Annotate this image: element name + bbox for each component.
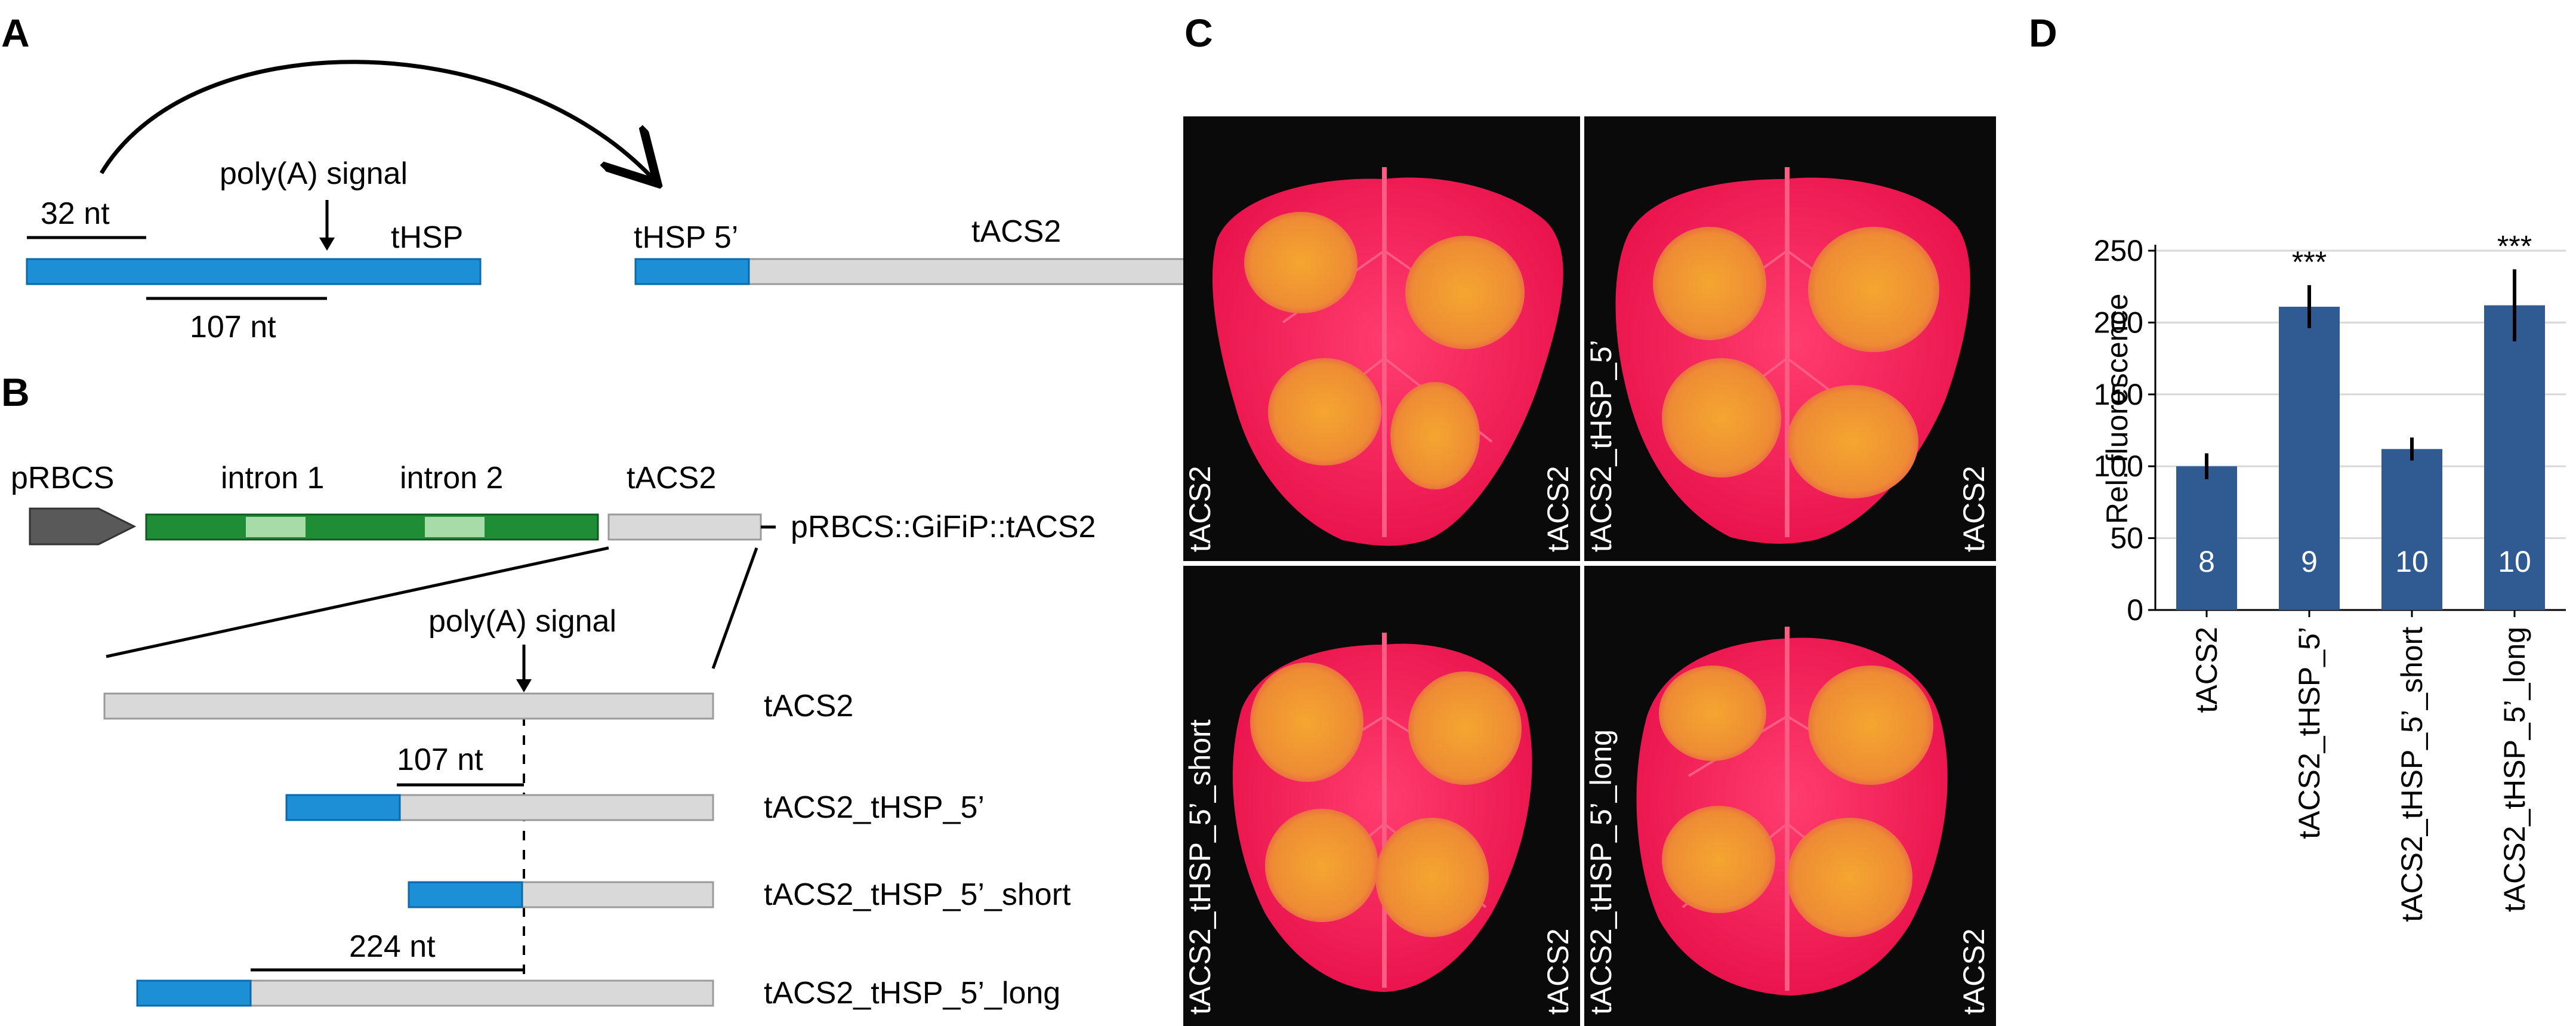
panel-c-letter: C: [1184, 11, 1213, 55]
row4-label: tACS2_tHSP_5’_long: [764, 976, 1060, 1010]
panel-d: D Rel. fluorescence 0 50 100 150 200 250 8 tACS…: [2029, 11, 2566, 922]
leaf-photo-2: tACS2_tHSP_5’ tACS2: [1584, 116, 1996, 561]
infiltration-spot: [1408, 671, 1522, 785]
tacs2-bar-b: [607, 513, 762, 541]
panel-c: C tACS2 tACS2: [1183, 11, 1996, 1026]
tacs2-label-a: tACS2: [971, 214, 1061, 249]
bar-chart: 0 50 100 150 200 250 8 tACS2 9 *** tACS2_tHSP_5’ 10…: [2094, 229, 2566, 922]
leaf-label-right: tACS2: [1541, 466, 1575, 552]
panel-b-letter: B: [1, 370, 30, 414]
length-107nt-label-a: 107 nt: [190, 310, 276, 344]
n-label: 9: [2301, 545, 2318, 578]
bar: [2381, 449, 2442, 610]
intron2-label: intron 2: [400, 461, 503, 495]
leaf-label-left: tACS2_tHSP_5’_long: [1584, 729, 1618, 1015]
bar: [2279, 306, 2340, 610]
zoom-line-left: [106, 546, 609, 658]
infiltration-spot: [1787, 385, 1918, 498]
leaf-photo-1: tACS2 tACS2: [1183, 116, 1580, 561]
leaf-photo-4: tACS2_tHSP_5’_long tACS2: [1584, 566, 1996, 1026]
tacs2-label-b: tACS2: [627, 461, 716, 495]
intron2-box: [425, 517, 485, 537]
zoom-line-right: [711, 547, 758, 669]
x-tick-label: tACS2_tHSP_5’_short: [2395, 627, 2429, 922]
thsp5-bar-blue-a: [634, 258, 750, 285]
n-label: 10: [2395, 545, 2429, 578]
leaf-label-right: tACS2: [1541, 928, 1575, 1015]
leaf-label-left: tACS2_tHSP_5’_short: [1183, 719, 1217, 1015]
infiltration-spot: [1244, 212, 1358, 313]
leaf-photo-3: tACS2_tHSP_5’_short tACS2: [1183, 566, 1580, 1026]
infiltration-spot: [1808, 665, 1933, 785]
y-axis-title: Rel. fluorescence: [2100, 294, 2134, 524]
x-tick-label: tACS2_tHSP_5’: [2293, 627, 2326, 839]
row3-label: tACS2_tHSP_5’_short: [764, 877, 1071, 912]
y-tick-label: 0: [2127, 593, 2143, 627]
leaf-label-left: tACS2_tHSP_5’: [1584, 340, 1618, 552]
row1-label: tACS2: [764, 689, 853, 723]
panel-a: A 32 nt poly(A) signal tHSP 107 nt tHSP …: [1, 11, 1263, 344]
n-label: 10: [2498, 545, 2531, 578]
polya-signal-label-b: poly(A) signal: [428, 604, 616, 639]
significance-marker: ***: [2292, 245, 2327, 279]
panel-d-letter: D: [2029, 11, 2057, 55]
row2-blue-bar: [285, 794, 401, 821]
splice-arrow: [100, 60, 653, 179]
polya-arrow-head-a: [319, 238, 335, 251]
row4-blue-bar: [136, 979, 252, 1007]
leaf-label-right: tACS2: [1957, 466, 1991, 552]
row1-grey-bar: [103, 692, 714, 720]
infiltration-spot: [1653, 227, 1766, 340]
infiltration-spot: [1662, 358, 1781, 477]
y-tick-label: 200: [2094, 306, 2143, 339]
y-tick-label: 150: [2094, 378, 2143, 411]
infiltration-spot: [1662, 806, 1775, 913]
n-label: 8: [2198, 545, 2215, 578]
bar: [2484, 305, 2545, 610]
infiltration-spot: [1265, 809, 1378, 922]
bar: [2176, 466, 2237, 610]
y-tick-label: 50: [2110, 522, 2143, 555]
infiltration-spot: [1659, 665, 1766, 761]
polya-signal-label-a: poly(A) signal: [220, 156, 408, 191]
polya-arrow-head-b: [516, 679, 532, 692]
thsp-bar: [26, 258, 482, 285]
x-tick-label: tACS2_tHSP_5’_long: [2498, 627, 2531, 912]
length-32nt-label: 32 nt: [41, 196, 110, 231]
row3-blue-bar: [408, 881, 523, 908]
infiltration-spot: [1250, 663, 1363, 782]
x-tick-label: tACS2: [2190, 627, 2223, 713]
y-tick-label: 250: [2094, 234, 2143, 267]
promoter-arrow: [29, 507, 137, 546]
infiltration-spot: [1787, 818, 1912, 937]
construct-label: pRBCS::GiFiP::tACS2: [791, 510, 1096, 544]
y-tick-label: 100: [2094, 449, 2143, 483]
infiltration-spot: [1405, 236, 1525, 349]
prbcs-label: pRBCS: [11, 461, 114, 495]
panel-b: B pRBCS intron 1 intron 2 tACS2 pRBCS::G…: [1, 370, 1096, 1010]
thsp5-label: tHSP 5’: [634, 220, 738, 255]
length-107nt-label-b: 107 nt: [397, 742, 483, 777]
intron1-label: intron 1: [221, 461, 324, 495]
infiltration-spot: [1375, 818, 1489, 937]
row2-label: tACS2_tHSP_5’: [764, 790, 985, 825]
thsp-label: tHSP: [391, 220, 463, 255]
leaf-label-left: tACS2: [1183, 466, 1217, 552]
infiltration-spot: [1268, 358, 1381, 466]
panel-a-letter: A: [1, 11, 30, 55]
leaf-label-right: tACS2: [1957, 928, 1991, 1015]
significance-marker: ***: [2497, 229, 2532, 263]
intron1-box: [246, 517, 306, 537]
length-224nt-label: 224 nt: [349, 929, 436, 964]
infiltration-spot: [1808, 227, 1939, 352]
gifip-bar: [145, 513, 599, 541]
infiltration-spot: [1390, 382, 1480, 489]
